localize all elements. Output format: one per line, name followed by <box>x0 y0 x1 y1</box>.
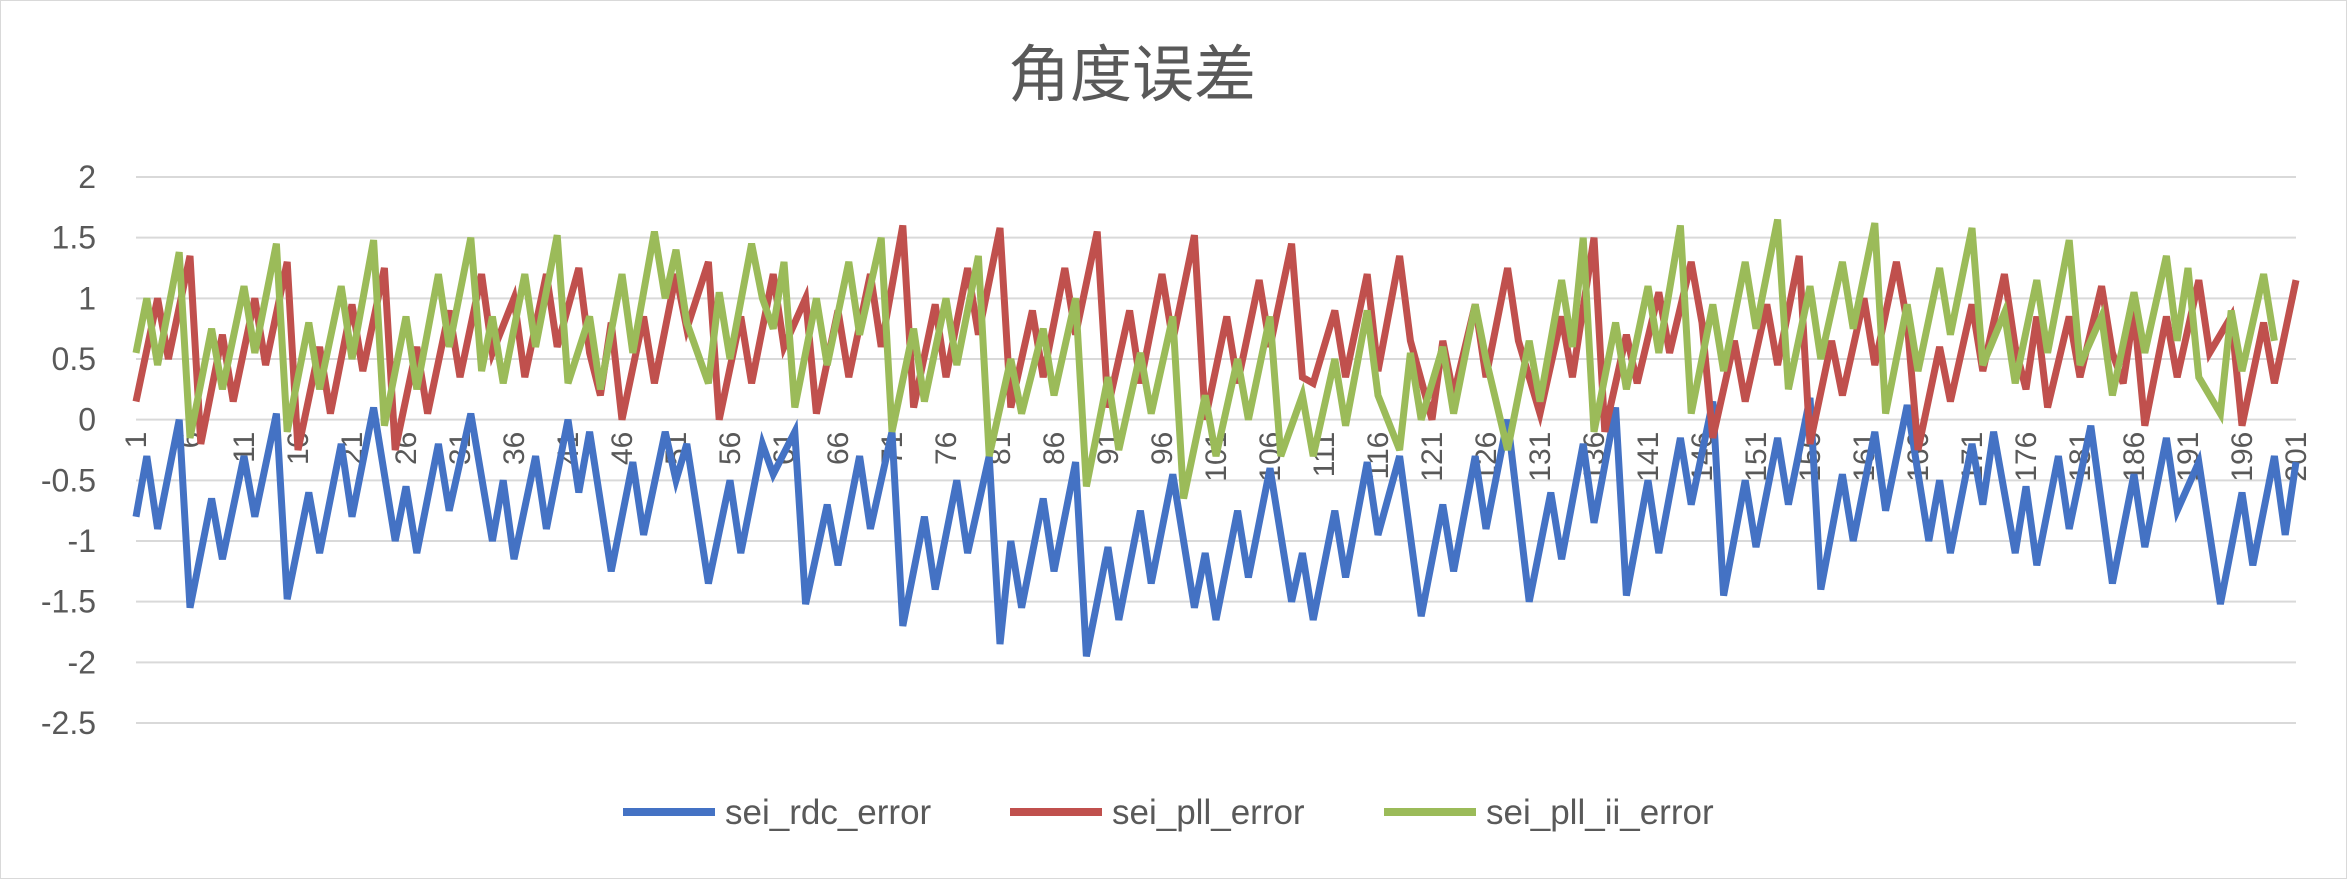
y-tick-label: 1.5 <box>52 220 96 256</box>
x-tick-label: 46 <box>606 432 639 465</box>
y-tick-label: 0 <box>78 402 96 438</box>
legend-label: sei_rdc_error <box>725 793 932 832</box>
x-tick-label: 196 <box>2226 432 2259 482</box>
x-tick-label: 96 <box>1146 432 1179 465</box>
x-tick-label: 66 <box>822 432 855 465</box>
x-tick-label: 86 <box>1038 432 1071 465</box>
x-tick-label: 131 <box>1524 432 1557 482</box>
series-line-sei_rdc_error <box>132 397 2300 657</box>
x-tick-label: 1 <box>120 432 153 449</box>
y-tick-label: -0.5 <box>41 462 96 498</box>
x-tick-label: 76 <box>930 432 963 465</box>
chart-title: 角度误差 <box>1008 38 1256 111</box>
x-tick-label: 36 <box>498 432 531 465</box>
series-lines <box>132 218 2300 657</box>
x-tick-label: 56 <box>714 432 747 465</box>
y-axis-ticks: 2 1.5 1 0.5 0 -0.5 -1 -1.5 -2 -2.5 <box>41 159 96 741</box>
y-tick-label: 2 <box>78 159 96 195</box>
series-line-sei_pll_error <box>132 224 2300 451</box>
legend: sei_rdc_error sei_pll_error sei_pll_ii_err… <box>623 793 1714 832</box>
x-tick-label: 186 <box>2118 432 2151 482</box>
y-tick-label: 0.5 <box>52 341 96 377</box>
y-tick-label: -1 <box>68 523 96 559</box>
x-tick-label: 176 <box>2010 432 2043 482</box>
y-tick-label: -2.5 <box>41 705 96 741</box>
legend-label: sei_pll_error <box>1112 793 1305 832</box>
series-line-sei_pll_ii_error <box>132 218 2278 500</box>
y-tick-label: 1 <box>78 280 96 316</box>
x-tick-label: 121 <box>1416 432 1449 482</box>
y-tick-label: -1.5 <box>41 584 96 620</box>
y-tick-label: -2 <box>68 644 96 680</box>
x-tick-label: 141 <box>1632 432 1665 482</box>
legend-label: sei_pll_ii_error <box>1486 793 1714 832</box>
